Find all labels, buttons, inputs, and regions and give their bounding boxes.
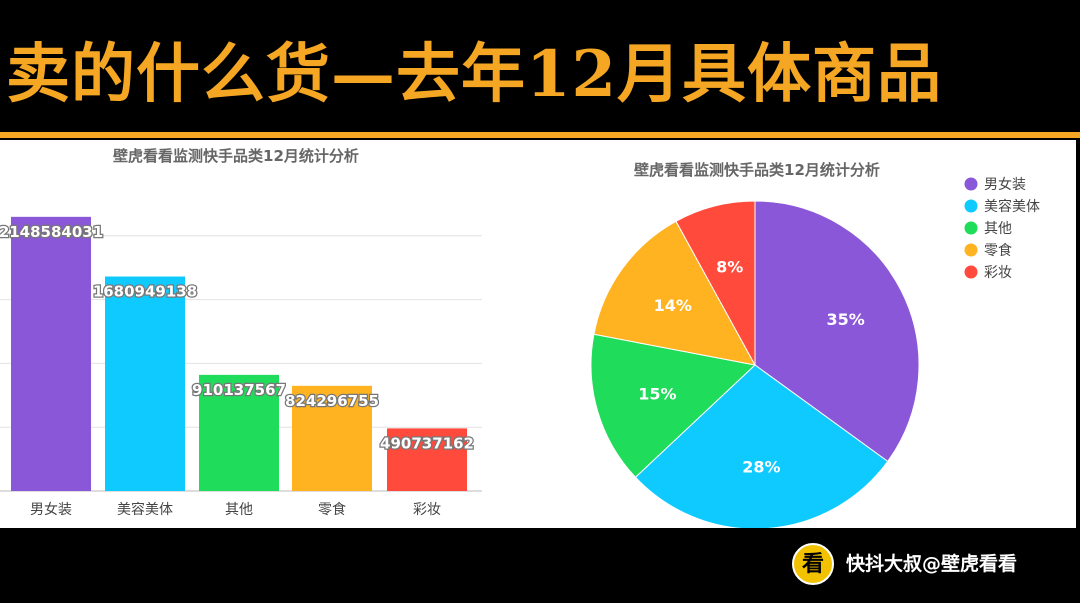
slide-title: 卖的什么货—去年12月具体商品 bbox=[6, 37, 943, 112]
bar-value-label: 2148584031 bbox=[0, 223, 103, 241]
footer-text: 快抖大叔@壁虎看看 bbox=[846, 553, 1018, 575]
pie-slice-0 bbox=[754, 200, 920, 463]
bar-0 bbox=[11, 216, 91, 491]
bar-category-label: 男女装 bbox=[30, 501, 72, 518]
bar-value-label: 1680949138 bbox=[93, 283, 197, 301]
title-underline bbox=[0, 132, 1080, 138]
footer-watermark: 看 快抖大叔@壁虎看看 bbox=[790, 541, 1076, 587]
pie-slice-1 bbox=[634, 364, 889, 528]
legend-item: 其他 bbox=[964, 221, 1012, 237]
pie-chart: 壁虎看看监测快手品类12月统计分析 35% 28% 15% 14% 8% 男女装美容美体… bbox=[590, 161, 1040, 528]
bar-category-label: 美容美体 bbox=[117, 501, 173, 518]
legend-swatch bbox=[964, 177, 978, 191]
legend-label: 其他 bbox=[984, 221, 1012, 237]
pie-chart-title: 壁虎看看监测快手品类12月统计分析 bbox=[634, 161, 880, 179]
legend-item: 彩妆 bbox=[964, 265, 1012, 281]
bar-value-label: 490737162 bbox=[380, 434, 474, 452]
pie-value-label: 28% bbox=[742, 457, 780, 476]
legend-label: 零食 bbox=[984, 242, 1012, 259]
pie-value-label: 15% bbox=[638, 384, 676, 403]
footer-logo: 看 bbox=[792, 543, 834, 585]
bar-1 bbox=[105, 276, 185, 491]
bar-value-label: 910137567 bbox=[192, 381, 286, 399]
bar-chart: 壁虎看看监测快手品类12月统计分析 2148584031 1680949138 91… bbox=[0, 147, 482, 518]
bar-chart-title: 壁虎看看监测快手品类12月统计分析 bbox=[113, 147, 359, 165]
legend-item: 零食 bbox=[964, 242, 1012, 259]
bar-3 bbox=[292, 385, 372, 491]
pie-slice-4 bbox=[675, 200, 756, 366]
legend-label: 美容美体 bbox=[984, 198, 1040, 215]
legend-label: 彩妆 bbox=[984, 265, 1012, 281]
bar-4 bbox=[387, 428, 467, 491]
bar-value-label: 824296755 bbox=[285, 392, 379, 410]
legend-swatch bbox=[964, 221, 978, 235]
bar-category-label: 零食 bbox=[318, 501, 346, 518]
legend-swatch bbox=[964, 265, 978, 279]
pie-slice-3 bbox=[593, 220, 756, 366]
pie-value-label: 35% bbox=[826, 310, 864, 329]
chart-panel: 壁虎看看监测快手品类12月统计分析 2148584031 1680949138 91… bbox=[0, 140, 1076, 528]
pie-value-label: 14% bbox=[654, 296, 692, 315]
legend-swatch bbox=[964, 199, 978, 213]
legend-swatch bbox=[964, 243, 978, 257]
legend-item: 男女装 bbox=[964, 176, 1026, 193]
legend-item: 美容美体 bbox=[964, 198, 1040, 215]
bar-2 bbox=[199, 374, 279, 491]
bar-category-label: 其他 bbox=[225, 502, 253, 518]
legend-label: 男女装 bbox=[984, 176, 1026, 193]
pie-slice-2 bbox=[590, 333, 757, 478]
pie-value-label: 8% bbox=[716, 258, 743, 277]
bar-category-label: 彩妆 bbox=[413, 502, 441, 518]
